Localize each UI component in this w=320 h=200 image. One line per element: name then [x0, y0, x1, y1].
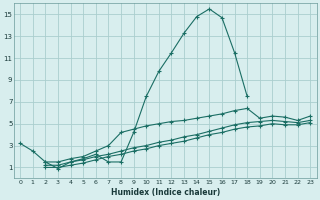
- X-axis label: Humidex (Indice chaleur): Humidex (Indice chaleur): [111, 188, 220, 197]
